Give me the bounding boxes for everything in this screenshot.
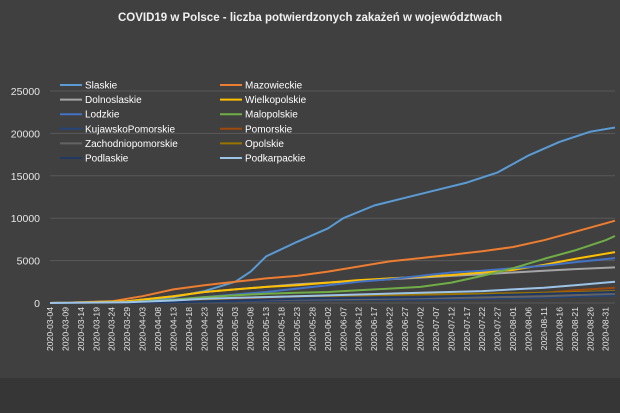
x-tick-label: 2020-05-23 (292, 307, 302, 351)
x-tick-label: 2020-08-31 (601, 307, 611, 351)
y-tick-label: 5000 (17, 256, 41, 268)
series-lines (49, 126, 616, 304)
x-tick-label: 2020-06-12 (354, 307, 364, 351)
legend-label: Lodzkie (85, 110, 120, 121)
series-line-podkarpackie (49, 280, 616, 304)
x-tick-label: 2020-04-03 (138, 307, 148, 351)
x-tick-label: 2020-07-07 (431, 307, 441, 351)
legend-label: Dolnoslaskie (85, 95, 142, 106)
y-tick-label: 15000 (11, 171, 40, 183)
y-tick-label: 10000 (11, 213, 40, 225)
x-tick-label: 2020-03-14 (76, 307, 86, 351)
x-tick-label: 2020-05-08 (246, 307, 256, 351)
y-axis-tick-labels: 0 5000 10000 15000 20000 25000 (11, 86, 40, 310)
x-tick-label: 2020-08-06 (524, 307, 534, 351)
legend-label: Opolskie (245, 139, 284, 150)
x-tick-label: 2020-08-21 (570, 307, 580, 351)
x-tick-label: 2020-03-04 (45, 307, 55, 351)
legend-label: Slaskie (85, 81, 118, 92)
legend-label: Malopolskie (245, 110, 298, 121)
x-tick-label: 2020-07-02 (415, 307, 425, 351)
x-tick-label: 2020-06-22 (385, 307, 395, 351)
x-tick-label: 2020-03-09 (60, 307, 70, 351)
legend-label: Pomorskie (245, 124, 293, 135)
x-tick-label: 2020-03-19 (91, 307, 101, 351)
x-tick-label: 2020-07-27 (493, 307, 503, 351)
x-tick-label: 2020-06-27 (400, 307, 410, 351)
x-tick-label: 2020-08-16 (554, 307, 564, 351)
x-tick-label: 2020-06-17 (369, 307, 379, 351)
series-line-malopolskie (49, 235, 616, 304)
x-tick-label: 2020-08-01 (508, 307, 518, 351)
x-tick-label: 2020-06-07 (338, 307, 348, 351)
series-line-podlaskie (49, 291, 616, 304)
legend-label: Mazowieckie (245, 81, 303, 92)
x-tick-label: 2020-06-02 (323, 307, 333, 351)
series-line-slaskie (49, 126, 616, 304)
x-tick-label: 2020-05-03 (230, 307, 240, 351)
x-tick-label: 2020-05-18 (277, 307, 287, 351)
legend-label: Podlaskie (85, 154, 129, 165)
y-tick-label: 20000 (11, 128, 40, 140)
legend-label: Wielkopolskie (245, 95, 307, 106)
x-tick-label: 2020-07-22 (477, 307, 487, 351)
legend-label: Zachodniopomorskie (85, 139, 178, 150)
x-tick-label: 2020-04-08 (153, 307, 163, 351)
x-tick-label: 2020-07-17 (462, 307, 472, 351)
x-tick-label: 2020-03-29 (122, 307, 132, 351)
x-tick-label: 2020-04-28 (215, 307, 225, 351)
legend-label: Podkarpackie (245, 154, 306, 165)
x-tick-label: 2020-05-13 (261, 307, 271, 351)
series-line-mazowieckie (49, 219, 616, 304)
legend-label: KujawskoPomorskie (85, 124, 175, 135)
x-tick-label: 2020-03-24 (107, 307, 117, 351)
x-tick-label: 2020-04-23 (199, 307, 209, 351)
y-tick-label: 0 (34, 298, 40, 310)
x-tick-label: 2020-08-11 (539, 307, 549, 351)
x-tick-label: 2020-04-13 (168, 307, 178, 351)
legend: Slaskie Mazowieckie Dolnoslaskie Wielkopols… (60, 81, 307, 165)
x-tick-label: 2020-07-12 (446, 307, 456, 351)
x-tick-label: 2020-05-28 (307, 307, 317, 351)
chart-title: COVID19 w Polsce - liczba potwierdzonych… (118, 12, 502, 24)
chart-bottom-band (0, 378, 620, 413)
x-tick-label: 2020-08-26 (585, 307, 595, 351)
x-axis-tick-labels: 2020-03-04 2020-03-09 2020-03-14 2020-03-19… (45, 307, 611, 351)
y-tick-label: 25000 (11, 86, 40, 98)
x-tick-label: 2020-04-18 (184, 307, 194, 351)
